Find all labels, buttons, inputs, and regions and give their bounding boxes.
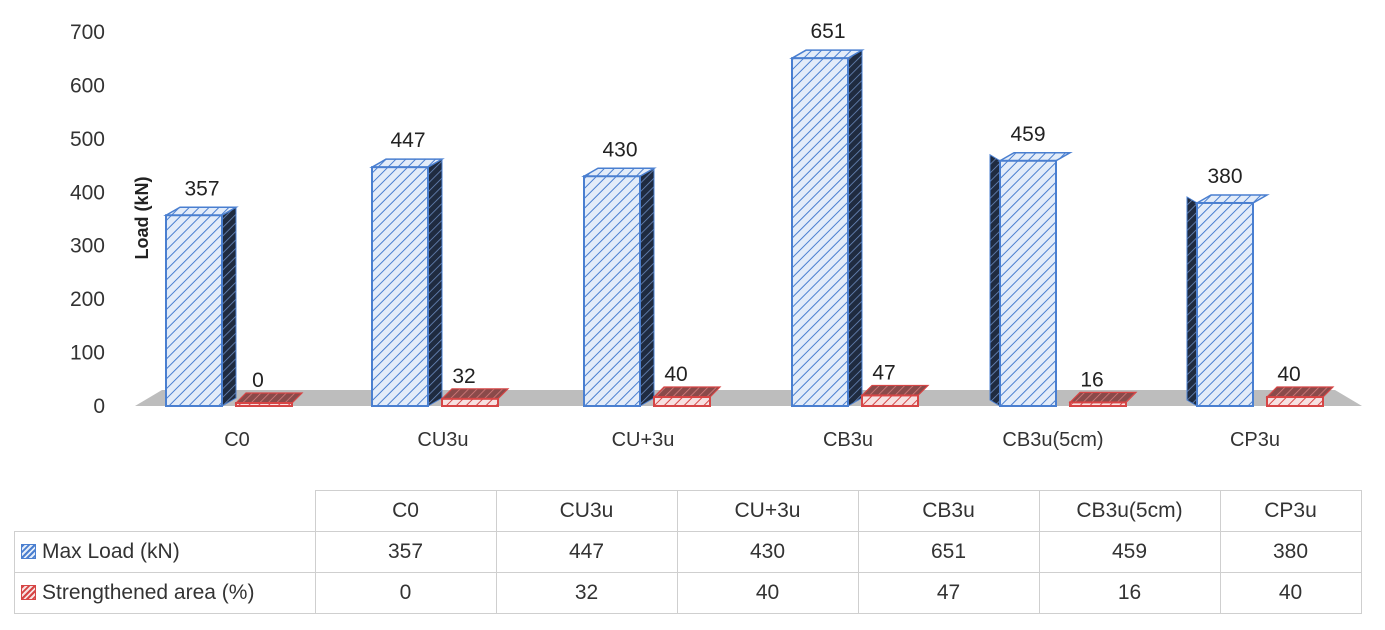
table-header-cell: C0: [314, 490, 497, 532]
bar-strengthened-area: [1266, 396, 1324, 407]
data-label-strengthened: 32: [452, 365, 475, 388]
category-labels: C0 CU3u CU+3u CB3u CB3u(5cm) CP3u: [224, 429, 1280, 451]
table-corner-cell: [14, 490, 316, 532]
bar-max-load: [1196, 201, 1254, 407]
bar-strengthened-top: [234, 392, 304, 404]
bar-max-load-side: [221, 206, 237, 407]
bar-max-load-side: [989, 153, 1001, 407]
bar-max-load: [999, 159, 1057, 407]
bar-strengthened-top: [1265, 386, 1335, 398]
y-axis-ticks: 0 100 200 300 400 500 600 700: [70, 21, 105, 418]
y-tick-label: 300: [70, 235, 105, 258]
table-cell: 651: [857, 531, 1040, 573]
table-cell: 40: [1219, 572, 1362, 614]
bar-strengthened-top: [860, 384, 930, 397]
table-header-cell: CP3u: [1219, 490, 1362, 532]
data-label-max-load: 357: [184, 177, 219, 200]
bar-strengthened-top: [440, 388, 510, 400]
bar-max-load: [583, 175, 641, 407]
bar-strengthened-top: [652, 386, 722, 398]
bar-group: 357 0 447 32 430 40 651 47 459 16 380 40: [163, 20, 1335, 408]
bar-strengthened-area: [235, 402, 293, 407]
bar-max-load-top: [789, 49, 865, 59]
table-cell: 47: [857, 572, 1040, 614]
x-category-label: CB3u(5cm): [1002, 429, 1103, 451]
data-label-max-load: 430: [602, 138, 637, 161]
bar-max-load-side: [427, 158, 443, 407]
data-label-max-load: 459: [1010, 123, 1045, 146]
table-cell: 40: [676, 572, 859, 614]
x-category-label: CU3u: [417, 429, 468, 451]
bar-strengthened-top: [1068, 391, 1138, 404]
data-label-max-load: 651: [810, 20, 845, 43]
y-tick-label: 100: [70, 342, 105, 365]
bar-strengthened-area: [861, 394, 919, 407]
data-label-strengthened: 0: [252, 369, 264, 392]
data-label-strengthened: 40: [664, 363, 687, 386]
table-cell: 447: [495, 531, 678, 573]
x-category-label: CB3u: [823, 429, 873, 451]
table-row-header: Max Load (kN): [14, 531, 316, 573]
legend-key-red-icon: [21, 585, 36, 600]
x-category-label: C0: [224, 429, 250, 451]
x-category-label: CU+3u: [612, 429, 675, 451]
table-cell: 430: [676, 531, 859, 573]
table-row-header: Strengthened area (%): [14, 572, 316, 614]
data-label-max-load: 380: [1207, 165, 1242, 188]
data-label-strengthened: 47: [872, 361, 895, 384]
data-table: C0 CU3u CU+3u CB3u CB3u(5cm) CP3u Max Lo…: [14, 490, 1362, 614]
table-header-cell: CB3u: [857, 490, 1040, 532]
y-tick-label: 200: [70, 288, 105, 311]
y-tick-label: 400: [70, 181, 105, 204]
bar-max-load-top: [581, 167, 657, 178]
table-cell: 380: [1219, 531, 1362, 573]
table-header-cell: CU+3u: [676, 490, 859, 532]
bar-max-load-side: [847, 49, 863, 407]
bar-strengthened-area: [653, 396, 711, 407]
table-cell: 0: [314, 572, 497, 614]
data-label-strengthened: 16: [1080, 368, 1103, 391]
legend-label: Strengthened area (%): [42, 581, 255, 604]
table-header-cell: CB3u(5cm): [1038, 490, 1221, 532]
bar-strengthened-area: [441, 397, 499, 408]
y-tick-label: 0: [93, 395, 105, 418]
table-row: Max Load (kN) 357 447 430 651 459 380: [14, 531, 1362, 573]
y-tick-label: 600: [70, 74, 105, 97]
y-axis-label: Load (kN): [132, 176, 152, 259]
bar-max-load: [165, 214, 223, 407]
chart-floor: [135, 390, 1362, 406]
table-cell: 459: [1038, 531, 1221, 573]
bar-max-load: [371, 166, 429, 407]
legend-label: Max Load (kN): [42, 540, 180, 563]
table-cell: 16: [1038, 572, 1221, 614]
bar-max-load-side: [1186, 196, 1198, 407]
chart: Load (kN) 0 100 200 300 400 500 600 700 357 0 447…: [70, 20, 1362, 451]
bar-max-load-side: [639, 167, 655, 407]
data-label-strengthened: 40: [1277, 363, 1300, 386]
bar-max-load-top: [163, 206, 239, 217]
y-tick-label: 500: [70, 128, 105, 151]
bar-max-load: [791, 57, 849, 408]
table-cell: 32: [495, 572, 678, 614]
x-category-label: CP3u: [1230, 429, 1280, 451]
bar-max-load-top: [1194, 194, 1270, 204]
table-header-cell: CU3u: [495, 490, 678, 532]
table-row: Strengthened area (%) 0 32 40 47 16 40: [14, 572, 1362, 614]
table-header-row: C0 CU3u CU+3u CB3u CB3u(5cm) CP3u: [14, 490, 1362, 532]
table-cell: 357: [314, 531, 497, 573]
bar-max-load-top: [997, 152, 1073, 162]
bar-strengthened-area: [1069, 401, 1127, 408]
legend-key-blue-icon: [21, 544, 36, 559]
y-tick-label: 700: [70, 21, 105, 44]
bar-max-load-top: [369, 158, 445, 168]
data-label-max-load: 447: [390, 129, 425, 152]
